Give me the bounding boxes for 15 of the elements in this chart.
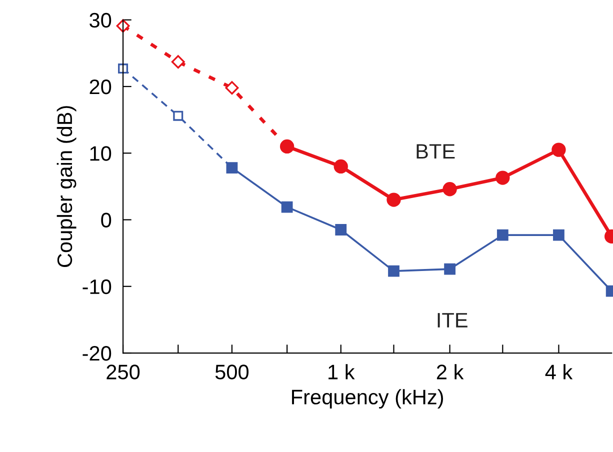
- x-tick-label: 500: [215, 364, 249, 380]
- series-label: BTE: [416, 144, 455, 159]
- x-tick-label: 4 k: [545, 364, 573, 380]
- y-tick-label: 0: [101, 212, 112, 228]
- x-axis-title: Frequency (kHz): [292, 389, 444, 409]
- x-tick-label: 1 k: [328, 364, 355, 380]
- y-tick-label: -20: [82, 346, 112, 361]
- y-axis-title: Coupler gain (dB): [56, 106, 76, 268]
- x-tick-label: 2 k: [436, 364, 464, 380]
- y-tick-label: 30: [90, 12, 112, 28]
- y-tick-label: 20: [90, 80, 112, 94]
- y-tick-label: -10: [82, 279, 112, 294]
- y-tick-label: 10: [90, 146, 112, 161]
- series-label: ITE: [438, 313, 468, 328]
- x-tick-label: 250: [106, 364, 140, 380]
